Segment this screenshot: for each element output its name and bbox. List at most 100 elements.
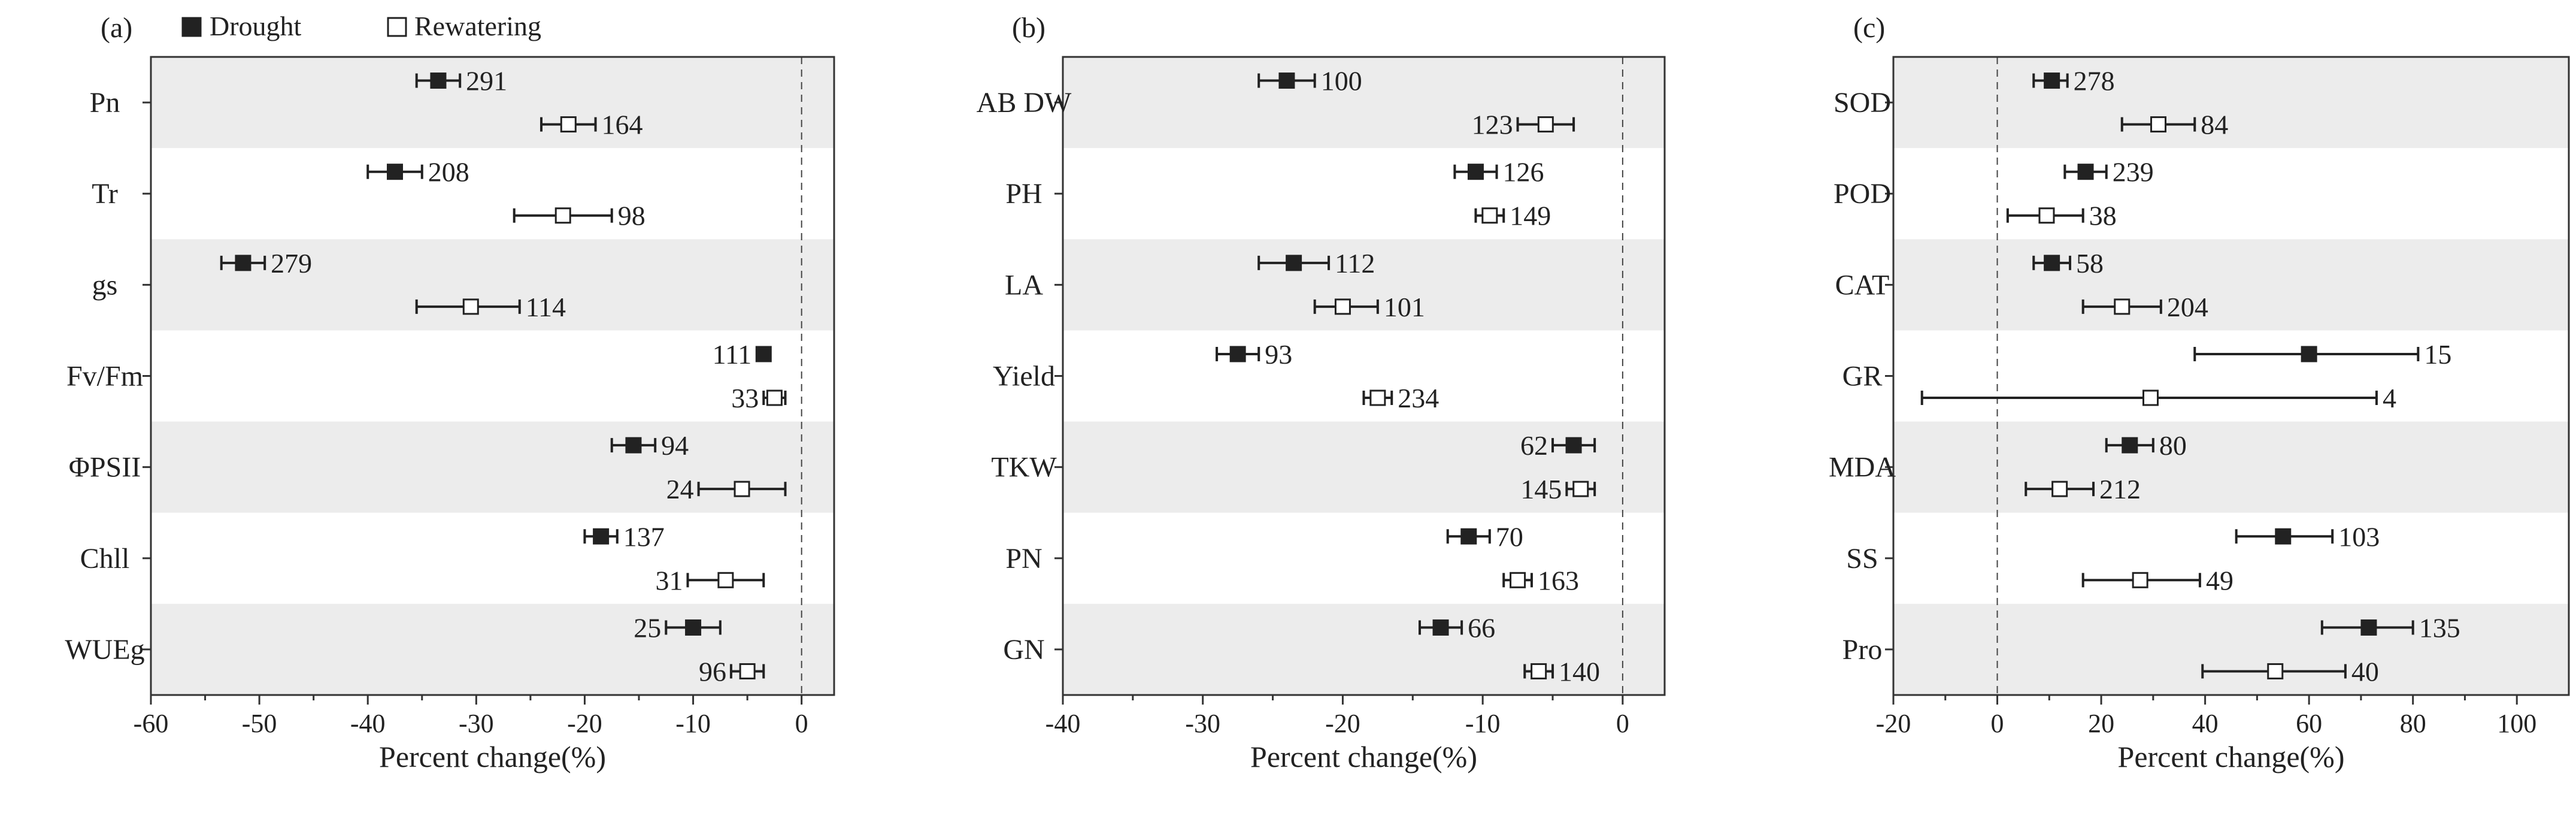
panel-c: (c) -20 0 20 40 60 80 100 Percent change(%) SOD 27… xyxy=(1829,12,2570,773)
category-label: TKW xyxy=(991,452,1057,483)
row-band xyxy=(151,239,834,331)
sample-size-label: 58 xyxy=(2076,248,2104,279)
drought-point xyxy=(1286,255,1302,271)
sample-size-label: 4 xyxy=(2383,383,2396,413)
legend-rewatering-swatch xyxy=(387,17,407,37)
rewatering-point xyxy=(2150,116,2167,133)
category-label: CAT xyxy=(1835,269,1890,301)
x-tick-label: 80 xyxy=(2400,709,2426,738)
sample-size-label: 145 xyxy=(1520,474,1562,504)
sample-size-label: 70 xyxy=(1496,521,1523,552)
drought-point xyxy=(625,437,642,454)
category-label: WUEg xyxy=(65,634,144,666)
x-tick-label: -20 xyxy=(1876,709,1911,738)
sample-size-label: 123 xyxy=(1472,110,1513,140)
row-band xyxy=(151,421,834,513)
x-tick-label: -40 xyxy=(350,709,386,738)
drought-point xyxy=(755,346,772,362)
sample-size-label: 98 xyxy=(618,201,645,231)
drought-point xyxy=(1229,346,1246,362)
sample-size-label: 234 xyxy=(1398,383,1439,413)
sample-size-label: 101 xyxy=(1384,292,1425,322)
sample-size-label: 25 xyxy=(634,612,661,643)
row-band xyxy=(151,57,834,149)
category-label: Pro xyxy=(1842,634,1883,666)
sample-size-label: 149 xyxy=(1510,201,1551,231)
panel-a: (a) -60 -50 -40 -30 -20 -10 0 Percent change(%) P… xyxy=(65,12,835,773)
category-label: LA xyxy=(1005,269,1043,301)
category-label: Yield xyxy=(993,361,1055,392)
category-label: POD xyxy=(1833,178,1891,210)
rewatering-point xyxy=(1481,207,1498,224)
sample-size-label: 93 xyxy=(1265,339,1292,370)
drought-point xyxy=(2044,255,2060,271)
drought-point xyxy=(430,72,447,89)
rewatering-point xyxy=(560,116,577,133)
drought-point xyxy=(1460,528,1477,545)
x-tick-label: 100 xyxy=(2497,709,2536,738)
panel-label: (b) xyxy=(1012,12,1045,44)
category-label: ΦPSII xyxy=(69,452,141,483)
rewatering-point xyxy=(1510,572,1526,588)
sample-size-label: 204 xyxy=(2167,292,2208,322)
sample-size-label: 31 xyxy=(656,565,683,596)
drought-point xyxy=(1432,619,1449,636)
x-axis-label: Percent change(%) xyxy=(2118,740,2345,773)
rewatering-point xyxy=(1369,389,1386,406)
sample-size-label: 80 xyxy=(2159,430,2187,461)
sample-size-label: 111 xyxy=(713,339,752,370)
x-tick-label: -30 xyxy=(1185,709,1220,738)
drought-point xyxy=(593,528,610,545)
sample-size-label: 163 xyxy=(1538,565,1579,596)
category-label: GN xyxy=(1003,634,1044,666)
x-tick-label: 0 xyxy=(795,709,808,738)
category-label: Tr xyxy=(92,178,118,210)
x-tick-label: 60 xyxy=(2296,709,2322,738)
x-tick-label: -60 xyxy=(134,709,169,738)
sample-size-label: 66 xyxy=(1468,612,1495,643)
sample-size-label: 38 xyxy=(2089,201,2117,231)
rewatering-point xyxy=(2038,207,2055,224)
drought-point xyxy=(2122,437,2138,454)
rewatering-point xyxy=(462,298,479,315)
category-label: Chll xyxy=(80,543,130,575)
row-band xyxy=(1893,57,2569,149)
x-tick-label: 0 xyxy=(1616,709,1629,738)
x-axis-label: Percent change(%) xyxy=(1250,740,1477,773)
row-band xyxy=(1063,57,1665,149)
row-band xyxy=(1063,421,1665,513)
row-band xyxy=(1893,603,2569,695)
sample-size-label: 84 xyxy=(2201,110,2228,140)
sample-size-label: 62 xyxy=(1520,430,1548,461)
drought-point xyxy=(2044,72,2060,89)
category-label: AB DW xyxy=(977,87,1072,119)
row-band xyxy=(1893,421,2569,513)
category-label: PH xyxy=(1005,178,1042,210)
rewatering-point xyxy=(717,572,734,588)
drought-point xyxy=(1467,164,1484,180)
x-tick-label: -10 xyxy=(675,709,711,738)
x-axis-label: Percent change(%) xyxy=(379,740,606,773)
rewatering-point xyxy=(2142,389,2159,406)
panel-label: (c) xyxy=(1853,12,1885,44)
drought-point xyxy=(2301,346,2317,362)
rewatering-point xyxy=(1537,116,1554,133)
legend-drought-label: Drought xyxy=(210,11,302,41)
category-label: Pn xyxy=(90,87,120,119)
sample-size-label: 96 xyxy=(699,656,726,687)
drought-point xyxy=(2275,528,2292,545)
x-tick-label: 20 xyxy=(2088,709,2114,738)
sample-size-label: 24 xyxy=(666,474,694,504)
rewatering-point xyxy=(2267,663,2284,679)
x-tick-label: -20 xyxy=(567,709,602,738)
drought-point xyxy=(1565,437,1582,454)
rewatering-point xyxy=(734,481,750,497)
sample-size-label: 49 xyxy=(2206,565,2233,596)
x-tick-label: -20 xyxy=(1325,709,1360,738)
category-label: SOD xyxy=(1833,87,1891,119)
sample-size-label: 137 xyxy=(623,521,665,552)
drought-point xyxy=(2077,164,2094,180)
rewatering-point xyxy=(739,663,756,679)
sample-size-label: 114 xyxy=(526,292,566,322)
